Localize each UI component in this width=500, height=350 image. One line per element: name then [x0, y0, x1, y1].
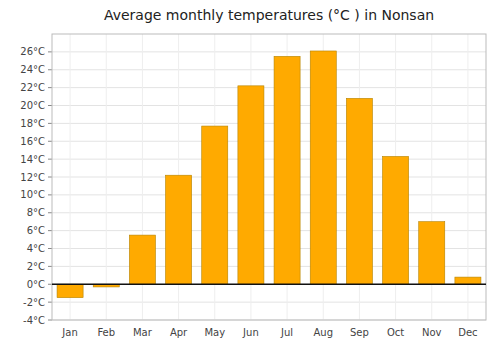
tick-mark [48, 177, 52, 178]
tick-label: Feb [97, 327, 115, 338]
tick-label: Jun [242, 327, 259, 338]
grid-line [52, 302, 486, 303]
tick-label: Dec [458, 327, 477, 338]
tick-mark [48, 105, 52, 106]
bar [383, 156, 409, 284]
tick-mark [48, 248, 52, 249]
tick-label: -4°C [23, 315, 45, 326]
tick-mark [48, 69, 52, 70]
tick-mark [48, 123, 52, 124]
bar [202, 126, 228, 284]
tick-mark [48, 284, 52, 285]
grid-line [52, 51, 486, 52]
tick-label: Jul [280, 327, 293, 338]
tick-label: 20°C [20, 100, 45, 111]
grid-line [52, 105, 486, 106]
grid-line [52, 159, 486, 160]
zero-line-group [52, 284, 486, 285]
bar [419, 222, 445, 285]
grid-line [52, 69, 486, 70]
grid-line [52, 212, 486, 213]
tick-label: 6°C [27, 225, 45, 236]
tick-label: 10°C [20, 189, 45, 200]
tick-label: -2°C [23, 297, 45, 308]
plot-frame [52, 34, 486, 320]
tick-label: May [204, 327, 225, 338]
bar [346, 98, 372, 284]
tick-label: 22°C [20, 82, 45, 93]
title: Average monthly temperatures (°C ) in No… [104, 7, 434, 23]
tick-label: 26°C [20, 46, 45, 57]
bar [310, 51, 336, 284]
bar [166, 175, 192, 284]
grid-line [70, 34, 71, 320]
page: {"chart_data": {"type": "bar", "title": … [0, 0, 500, 350]
grid-line [106, 34, 107, 320]
tick-label: 4°C [27, 243, 45, 254]
tick-mark [48, 230, 52, 231]
tick-label: 0°C [27, 279, 45, 290]
tick-label: 16°C [20, 136, 45, 147]
tick-label: Oct [387, 327, 404, 338]
tick-mark [48, 320, 52, 321]
grid [52, 34, 486, 320]
tick-label: Jan [61, 327, 77, 338]
tick-label: 12°C [20, 172, 45, 183]
tick-label: Sep [350, 327, 369, 338]
bar [274, 56, 300, 284]
tick-label: Apr [170, 327, 188, 338]
grid-line [52, 141, 486, 142]
tick-mark [48, 212, 52, 213]
chart-container: Average monthly temperatures (°C ) in No… [0, 0, 500, 350]
tick-mark [48, 194, 52, 195]
tick-label: Nov [422, 327, 442, 338]
tick-label: Mar [133, 327, 153, 338]
grid-line [52, 177, 486, 178]
tick-label: 24°C [20, 64, 45, 75]
tick-label: 2°C [27, 261, 45, 272]
bar [57, 284, 83, 297]
tick-mark [48, 302, 52, 303]
grid-line [52, 194, 486, 195]
tick-mark [48, 266, 52, 267]
chart-svg: Average monthly temperatures (°C ) in No… [0, 0, 500, 350]
tick-mark [48, 141, 52, 142]
tick-mark [48, 159, 52, 160]
x-axis: Jan Feb Mar Apr May Jun Jul Aug Sep Oct Nov Dec [61, 327, 477, 338]
grid-line [52, 284, 486, 285]
zero-line [52, 283, 486, 285]
tick-mark [48, 51, 52, 52]
bar [238, 86, 264, 284]
tick-mark [48, 87, 52, 88]
grid-line [52, 123, 486, 124]
bar [455, 277, 481, 284]
tick-label: 14°C [20, 154, 45, 165]
bars [57, 51, 481, 298]
y-axis: -4°C -2°C 0°C 2°C 4°C 6°C 8°C 10°C 12°C 14°C 16°C 1… [20, 46, 52, 325]
grid-line [52, 87, 486, 88]
tick-label: 18°C [20, 118, 45, 129]
tick-label: 8°C [27, 207, 45, 218]
tick-label: Aug [313, 327, 333, 338]
bar [129, 235, 155, 284]
